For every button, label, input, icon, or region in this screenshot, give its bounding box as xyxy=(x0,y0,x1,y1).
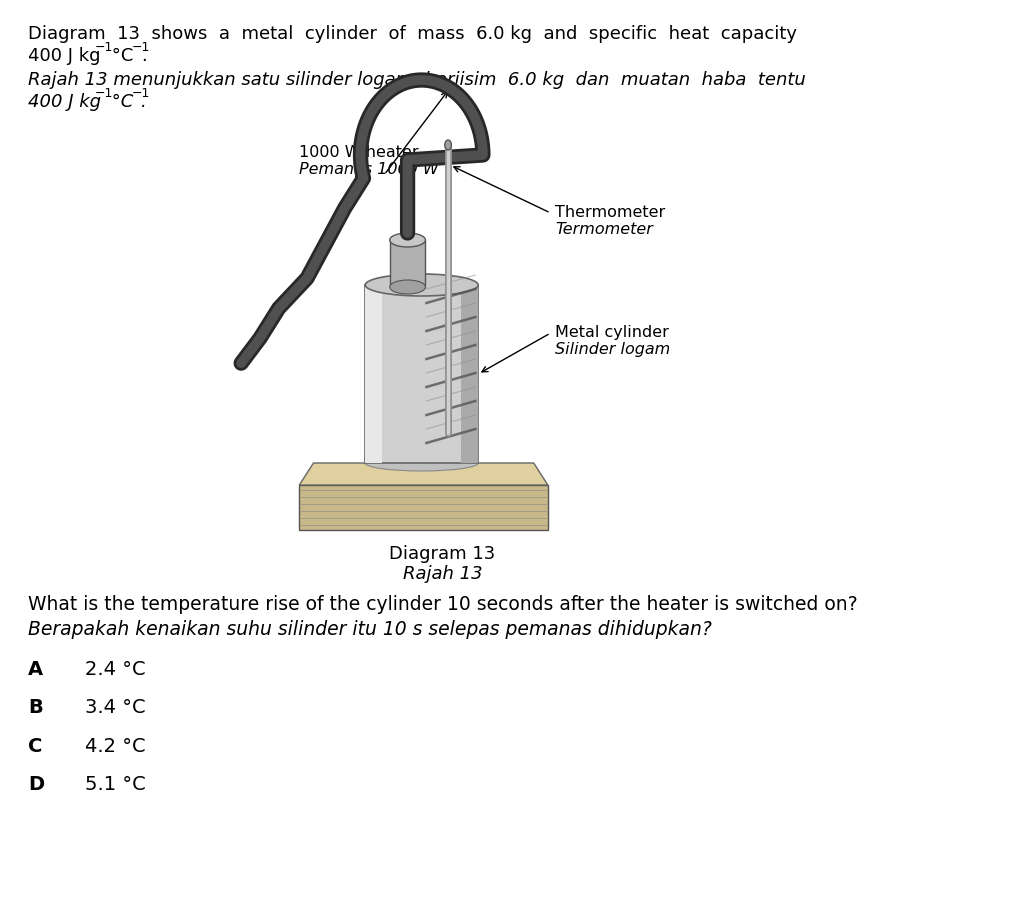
Text: 400 J kg: 400 J kg xyxy=(29,93,101,111)
Text: Diagram  13  shows  a  metal  cylinder  of  mass  6.0 kg  and  specific  heat  c: Diagram 13 shows a metal cylinder of mas… xyxy=(29,25,797,43)
Text: A: A xyxy=(29,660,43,679)
Bar xyxy=(365,285,383,463)
Text: °C: °C xyxy=(106,93,134,111)
Text: Diagram 13: Diagram 13 xyxy=(390,545,495,563)
Ellipse shape xyxy=(390,233,426,247)
Text: 1000 W heater: 1000 W heater xyxy=(300,145,419,160)
Text: Rajah 13: Rajah 13 xyxy=(403,565,482,583)
Ellipse shape xyxy=(390,280,426,294)
Text: Rajah 13 menunjukkan satu silinder logam  berjisim  6.0 kg  dan  muatan  haba  t: Rajah 13 menunjukkan satu silinder logam… xyxy=(29,71,806,89)
Ellipse shape xyxy=(365,455,478,471)
Text: B: B xyxy=(29,698,43,717)
Text: .: . xyxy=(141,93,147,111)
Text: 2.4 °C: 2.4 °C xyxy=(85,660,145,679)
Ellipse shape xyxy=(445,140,451,150)
Bar xyxy=(300,485,548,530)
Bar xyxy=(365,285,478,463)
Text: °C: °C xyxy=(106,47,134,65)
Bar xyxy=(461,285,478,463)
Text: Berapakah kenaikan suhu silinder itu 10 s selepas pemanas dihidupkan?: Berapakah kenaikan suhu silinder itu 10 … xyxy=(29,620,712,639)
Polygon shape xyxy=(300,463,548,485)
Text: 5.1 °C: 5.1 °C xyxy=(85,775,145,794)
Bar xyxy=(390,240,426,287)
Text: C: C xyxy=(29,737,43,756)
Ellipse shape xyxy=(365,274,478,296)
Text: Metal cylinder: Metal cylinder xyxy=(555,325,669,340)
Text: −1: −1 xyxy=(132,87,150,100)
Text: Thermometer: Thermometer xyxy=(555,205,666,220)
Text: What is the temperature rise of the cylinder 10 seconds after the heater is swit: What is the temperature rise of the cyli… xyxy=(29,595,858,614)
Text: 4.2 °C: 4.2 °C xyxy=(85,737,145,756)
Text: Termometer: Termometer xyxy=(555,222,654,237)
Text: .: . xyxy=(141,47,147,65)
Text: 400 J kg: 400 J kg xyxy=(29,47,100,65)
Text: −1: −1 xyxy=(95,41,114,54)
Text: −1: −1 xyxy=(132,41,150,54)
Text: −1: −1 xyxy=(95,87,114,100)
Text: Silinder logam: Silinder logam xyxy=(555,342,671,357)
Text: Pemanas 1000 W: Pemanas 1000 W xyxy=(300,162,439,177)
Text: 3.4 °C: 3.4 °C xyxy=(85,698,145,717)
Text: D: D xyxy=(29,775,44,794)
